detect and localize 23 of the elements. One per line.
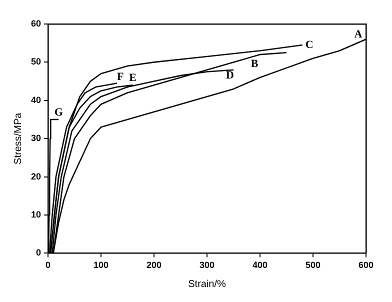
y-tick-label: 0 — [36, 248, 42, 258]
y-tick-label: 10 — [30, 209, 42, 220]
x-tick-label: 600 — [358, 260, 374, 270]
x-tick-label: 500 — [305, 260, 321, 270]
x-axis-title: Strain/% — [188, 278, 226, 290]
series-label: C — [305, 38, 314, 51]
y-tick-label: 20 — [30, 171, 42, 182]
x-tick-label: 200 — [146, 260, 162, 270]
x-tick-label: 400 — [252, 260, 268, 270]
x-tick-label: 300 — [199, 260, 215, 270]
y-tick-label: 50 — [30, 56, 42, 67]
series-label: B — [250, 58, 259, 70]
y-axis-title: Stress/MPa — [12, 112, 24, 164]
y-tick-label: 30 — [30, 133, 42, 144]
x-tick-label: 100 — [93, 260, 109, 270]
series-label: F — [117, 70, 124, 83]
y-tick-label: 60 — [30, 18, 42, 28]
series-label: D — [226, 70, 234, 82]
series-label: G — [54, 106, 64, 118]
y-tick-label: 40 — [30, 94, 42, 105]
x-tick-label: 0 — [46, 260, 51, 270]
series-label: A — [354, 28, 362, 41]
series-label: E — [129, 72, 136, 84]
